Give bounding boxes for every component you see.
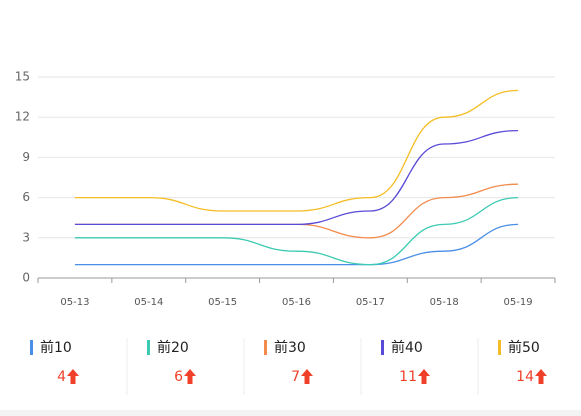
legend-label: 前50	[508, 339, 540, 356]
up-arrow	[418, 369, 430, 384]
bottom-bar	[0, 410, 581, 416]
up-arrow	[67, 369, 79, 384]
legend-swatch	[264, 340, 267, 355]
x-tick-label: 05-13	[60, 297, 89, 308]
up-arrow	[535, 369, 547, 384]
legend-swatch	[147, 340, 150, 355]
y-tick-label: 6	[22, 190, 30, 204]
x-tick-label: 05-15	[208, 297, 237, 308]
up-arrow	[301, 369, 313, 384]
up-arrow	[184, 369, 196, 384]
line-series	[74, 223, 519, 266]
x-tick-label: 05-16	[282, 297, 311, 308]
legend-label: 前20	[157, 339, 189, 356]
y-tick-label: 12	[15, 110, 30, 124]
y-tick-label: 15	[15, 70, 30, 84]
legend-swatch	[498, 340, 501, 355]
y-tick-label: 9	[22, 150, 30, 164]
x-tick-label: 05-14	[134, 297, 163, 308]
legend-value: 6	[174, 369, 183, 385]
x-tick-label: 05-17	[356, 297, 385, 308]
legend-value: 11	[399, 369, 417, 385]
legend-label: 前30	[274, 339, 306, 356]
legend-swatch	[381, 340, 384, 355]
line-series	[74, 89, 519, 212]
legend-value: 14	[516, 369, 534, 385]
legend-label: 前10	[40, 339, 72, 356]
legend-value: 4	[57, 369, 66, 385]
x-tick-label: 05-18	[430, 297, 459, 308]
y-tick-label: 0	[22, 271, 30, 285]
line-series	[74, 196, 519, 266]
legend-label: 前40	[391, 339, 423, 356]
legend-value: 7	[291, 369, 300, 385]
line-series	[74, 129, 519, 226]
y-tick-label: 3	[22, 230, 30, 244]
x-tick-label: 05-19	[504, 297, 533, 308]
legend-swatch	[30, 340, 33, 355]
